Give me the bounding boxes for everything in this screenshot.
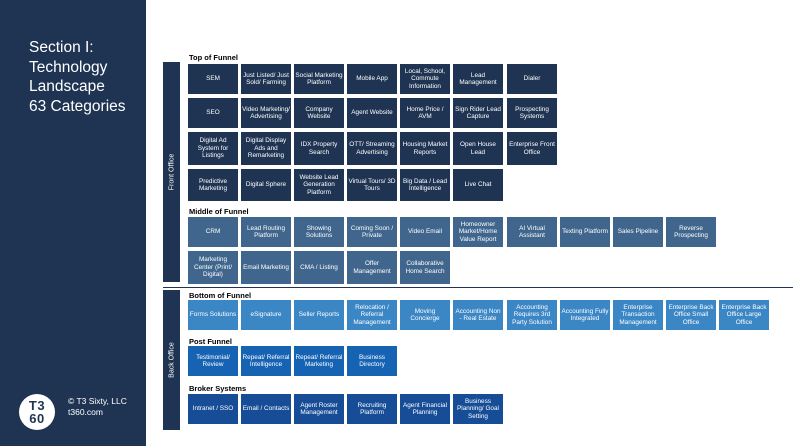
group-label-bottom-funnel: Bottom of Funnel (189, 291, 252, 300)
category-cell: Digital Ad System for Listings (188, 132, 238, 165)
category-cell: Enterprise Back Office Small Office (666, 300, 716, 330)
category-cell: Predictive Marketing (188, 169, 238, 201)
category-cell: AI Virtual Assistant (507, 217, 557, 247)
category-cell: Mobile App (347, 64, 397, 94)
category-cell: Accounting Requires 3rd Party Solution (507, 300, 557, 330)
category-cell: Sales Pipeline (613, 217, 663, 247)
category-cell: Texting Platform (560, 217, 610, 247)
category-cell: Lead Routing Platform (241, 217, 291, 247)
category-cell: Offer Management (347, 251, 397, 284)
category-cell: CRM (188, 217, 238, 247)
section-title-line: 63 Categories (29, 97, 126, 115)
category-cell: Digital Sphere (241, 169, 291, 201)
logo-text-bottom: 60 (29, 411, 45, 426)
category-cell: Agent Financial Planning (400, 394, 450, 424)
category-cell: Repeat/ Referral Intelligence (241, 346, 291, 376)
category-cell: CMA / Listing (294, 251, 344, 284)
category-cell: Sign Rider Lead Capture (453, 98, 503, 128)
category-cell: Homeowner Market/Home Value Report (453, 217, 503, 247)
group-label-top-funnel: Top of Funnel (189, 53, 239, 62)
band-divider (163, 287, 793, 288)
category-cell: Agent Roster Management (294, 394, 344, 424)
group-label-middle-funnel: Middle of Funnel (189, 207, 249, 216)
category-cell: Marketing Center (Print/ Digital) (188, 251, 238, 284)
front-office-label: Front Office (168, 153, 175, 191)
category-cell: Local, School, Commute Information (400, 64, 450, 94)
category-cell: Reverse Prospecting (666, 217, 716, 247)
category-cell: Business Planning/ Goal Setting (453, 394, 503, 424)
category-cell: IDX Property Search (294, 132, 344, 165)
sidebar: Section I: Technology Landscape 63 Categ… (0, 0, 146, 446)
category-cell: Moving Concierge (400, 300, 450, 330)
category-cell: Website Lead Generation Platform (294, 169, 344, 201)
back-office-label: Back Office (168, 342, 175, 378)
category-cell: Open House Lead (453, 132, 503, 165)
category-cell: Enterprise Front Office (507, 132, 557, 165)
copyright-block: © T3 Sixty, LLC t360.com (68, 396, 127, 418)
website-text: t360.com (68, 407, 103, 417)
category-cell: Accounting Fully Integrated (560, 300, 610, 330)
category-cell: Testimonial/ Review (188, 346, 238, 376)
category-cell: Home Price / AVM (400, 98, 450, 128)
category-cell: SEO (188, 98, 238, 128)
category-cell: Enterprise Transaction Management (613, 300, 663, 330)
back-office-band: Back Office (163, 290, 180, 430)
category-cell: SEM (188, 64, 238, 94)
category-cell: Housing Market Reports (400, 132, 450, 165)
category-cell: Enterprise Back Office Large Office (719, 300, 769, 330)
category-cell: Collaborative Home Search (400, 251, 450, 284)
category-cell: eSignature (241, 300, 291, 330)
category-cell: Virtual Tours/ 3D Tours (347, 169, 397, 201)
category-cell: Email Marketing (241, 251, 291, 284)
t360-logo: T3 60 (19, 394, 55, 430)
copyright-text: © T3 Sixty, LLC (68, 396, 127, 406)
category-cell: Dialer (507, 64, 557, 94)
category-cell: Intranet / SSO (188, 394, 238, 424)
category-cell: OTT/ Streaming Advertising (347, 132, 397, 165)
category-cell: Relocation / Referral Management (347, 300, 397, 330)
category-cell: Video Email (400, 217, 450, 247)
category-cell: Showing Solutions (294, 217, 344, 247)
category-cell: Email / Contacts (241, 394, 291, 424)
category-cell: Forms Solutions (188, 300, 238, 330)
category-cell: Agent Website (347, 98, 397, 128)
category-cell: Digital Display Ads and Remarketing (241, 132, 291, 165)
section-title: Section I: Technology Landscape 63 Categ… (29, 38, 141, 116)
category-cell: Live Chat (453, 169, 503, 201)
category-cell: Coming Soon / Private (347, 217, 397, 247)
group-label-post-funnel: Post Funnel (189, 337, 232, 346)
category-cell: Just Listed/ Just Sold/ Farming (241, 64, 291, 94)
category-cell: Social Marketing Platform (294, 64, 344, 94)
category-cell: Recruiting Platform (347, 394, 397, 424)
category-cell: Big Data / Lead Intelligence (400, 169, 450, 201)
category-cell: Prospecting Systems (507, 98, 557, 128)
category-cell: Repeat/ Referral Marketing (294, 346, 344, 376)
category-cell: Accounting Non - Real Estate (453, 300, 503, 330)
category-cell: Lead Management (453, 64, 503, 94)
group-label-broker-systems: Broker Systems (189, 384, 247, 393)
category-cell: Seller Reports (294, 300, 344, 330)
section-title-line: Landscape (29, 78, 105, 95)
category-cell: Company Website (294, 98, 344, 128)
category-cell: Video Marketing/ Advertising (241, 98, 291, 128)
category-cell: Business Directory (347, 346, 397, 376)
section-title-line: Section I: (29, 39, 94, 56)
logo-text-top: T3 (28, 398, 46, 413)
front-office-band: Front Office (163, 62, 180, 282)
section-title-line: Technology (29, 58, 108, 76)
